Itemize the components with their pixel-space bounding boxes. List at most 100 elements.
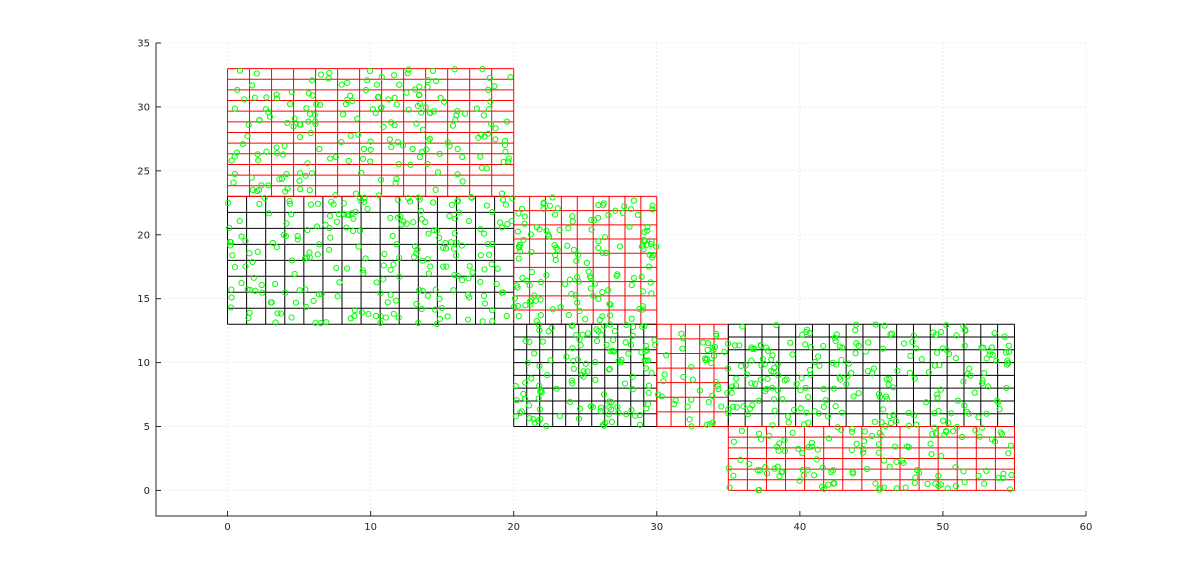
data-point — [349, 228, 357, 235]
data-point — [587, 403, 595, 410]
data-point — [486, 251, 493, 258]
data-point — [267, 299, 275, 306]
data-point — [360, 270, 367, 277]
data-point — [891, 443, 899, 450]
data-point — [975, 414, 982, 421]
data-point — [606, 321, 614, 328]
data-point — [405, 66, 412, 73]
data-point — [284, 185, 291, 192]
data-point — [380, 262, 387, 269]
data-point — [945, 419, 952, 426]
data-point — [396, 254, 403, 262]
data-point — [272, 319, 279, 326]
data-point — [789, 429, 796, 436]
data-point — [1006, 486, 1014, 493]
data-point — [352, 190, 360, 197]
data-point — [296, 177, 303, 184]
data-point — [830, 480, 837, 487]
data-point — [288, 211, 295, 218]
data-point — [391, 122, 398, 129]
data-point — [1008, 471, 1015, 479]
data-point — [834, 424, 841, 431]
data-point — [710, 347, 717, 354]
data-point — [330, 201, 337, 208]
data-point — [292, 299, 300, 306]
data-point — [526, 402, 533, 409]
data-point — [246, 309, 253, 316]
data-point — [618, 356, 625, 363]
data-point — [862, 348, 869, 355]
data-point — [436, 295, 443, 302]
data-point — [582, 360, 589, 367]
data-point — [234, 86, 241, 94]
data-point — [297, 186, 304, 193]
data-point — [318, 290, 325, 298]
data-point — [737, 456, 744, 463]
data-point — [696, 387, 704, 394]
data-point — [830, 467, 837, 474]
data-point — [429, 199, 437, 206]
data-point — [761, 388, 769, 395]
data-point — [449, 122, 457, 129]
data-point — [238, 279, 245, 287]
data-point — [358, 198, 365, 205]
data-point — [773, 321, 780, 329]
data-point — [863, 465, 871, 472]
data-point — [497, 219, 504, 226]
data-point — [302, 286, 309, 293]
data-point — [531, 419, 538, 426]
data-point — [483, 202, 490, 209]
data-point — [639, 288, 647, 295]
data-point — [647, 240, 655, 248]
mesh-block-black — [227, 195, 515, 325]
data-point — [725, 406, 732, 413]
data-point — [477, 226, 484, 233]
data-point — [933, 430, 940, 437]
data-point — [606, 312, 614, 319]
data-point — [364, 77, 371, 84]
data-point — [477, 252, 484, 259]
data-point — [444, 139, 451, 146]
data-point — [288, 314, 295, 321]
data-point — [249, 82, 256, 89]
data-point — [845, 360, 853, 367]
data-point — [768, 356, 775, 363]
data-point — [979, 377, 986, 384]
data-point — [342, 100, 350, 108]
data-point — [521, 213, 528, 220]
data-point — [609, 336, 617, 344]
data-point — [853, 340, 860, 347]
data-point — [811, 358, 819, 366]
data-point — [975, 472, 982, 479]
data-point — [377, 176, 385, 183]
data-point — [287, 200, 294, 207]
data-point — [507, 74, 514, 81]
data-point — [454, 197, 462, 204]
data-point — [511, 303, 518, 310]
data-point — [382, 314, 390, 321]
data-point — [361, 194, 368, 201]
data-point — [936, 362, 943, 369]
data-point — [680, 335, 687, 342]
data-point — [619, 209, 627, 217]
data-point — [627, 341, 635, 348]
data-point — [380, 123, 387, 130]
data-point — [274, 310, 281, 317]
data-point — [231, 170, 239, 178]
data-point — [225, 199, 232, 207]
data-point — [907, 352, 914, 359]
data-point — [468, 193, 475, 201]
data-point — [935, 407, 942, 415]
data-point — [228, 157, 235, 164]
data-point — [611, 327, 618, 335]
data-point — [516, 241, 523, 248]
data-point — [513, 397, 520, 404]
data-point — [870, 365, 877, 372]
data-point — [505, 158, 512, 165]
data-point — [628, 315, 635, 322]
data-point — [800, 421, 808, 428]
data-point — [952, 482, 960, 490]
data-point — [454, 107, 461, 115]
data-point — [952, 355, 959, 362]
